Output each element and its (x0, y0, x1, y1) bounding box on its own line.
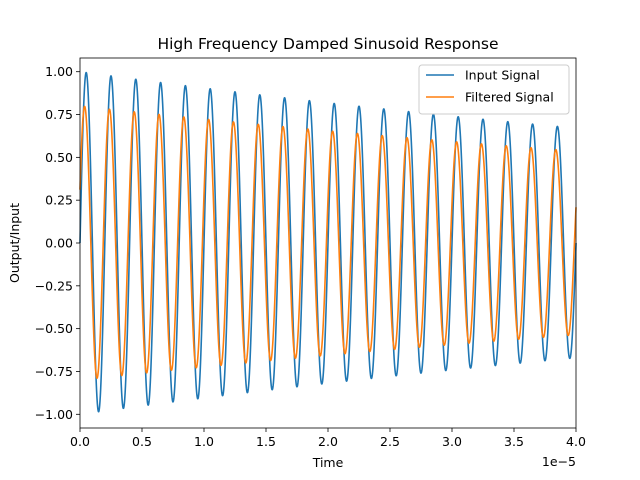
x-axis-label: Time (312, 455, 344, 470)
y-tick-label: 0.75 (45, 107, 73, 122)
x-tick-label: 2.0 (318, 434, 338, 449)
series-layer (79, 71, 577, 413)
x-tick-label: 4.0 (566, 434, 586, 449)
x-tick-label: 1.0 (194, 434, 214, 449)
y-tick-label: 1.00 (45, 64, 73, 79)
x-tick-label: 0.0 (70, 434, 90, 449)
x-tick-label: 0.5 (132, 434, 152, 449)
series-line-input-signal (79, 71, 577, 413)
x-tick-label: 1.5 (256, 434, 276, 449)
y-axis-label: Output/Input (7, 203, 22, 283)
y-tick-label: 0.00 (45, 236, 73, 251)
legend: Input Signal Filtered Signal (418, 64, 570, 115)
legend-label-filtered-signal: Filtered Signal (465, 90, 554, 105)
y-tick-label: −1.00 (35, 407, 73, 422)
legend-frame (418, 64, 570, 115)
legend-label-input-signal: Input Signal (465, 68, 540, 83)
x-axis: 0.0 0.5 1.0 1.5 2.0 2.5 3.0 3.5 4.0 (70, 428, 586, 449)
x-tick-label: 3.0 (442, 434, 462, 449)
x-tick-label: 2.5 (380, 434, 400, 449)
x-tick-label: 3.5 (504, 434, 524, 449)
chart-title: High Frequency Damped Sinusoid Response (157, 35, 498, 53)
y-axis: −1.00 −0.75 −0.50 −0.25 0.00 0.25 0.50 0.75 1.00 (35, 64, 80, 422)
y-tick-label: 0.25 (45, 193, 73, 208)
y-tick-label: 0.50 (45, 150, 73, 165)
y-tick-label: −0.50 (35, 321, 73, 336)
series-line-filtered-signal (79, 105, 577, 379)
y-tick-label: −0.75 (35, 364, 73, 379)
x-offset-label: 1e−5 (542, 454, 576, 469)
y-tick-label: −0.25 (35, 278, 73, 293)
